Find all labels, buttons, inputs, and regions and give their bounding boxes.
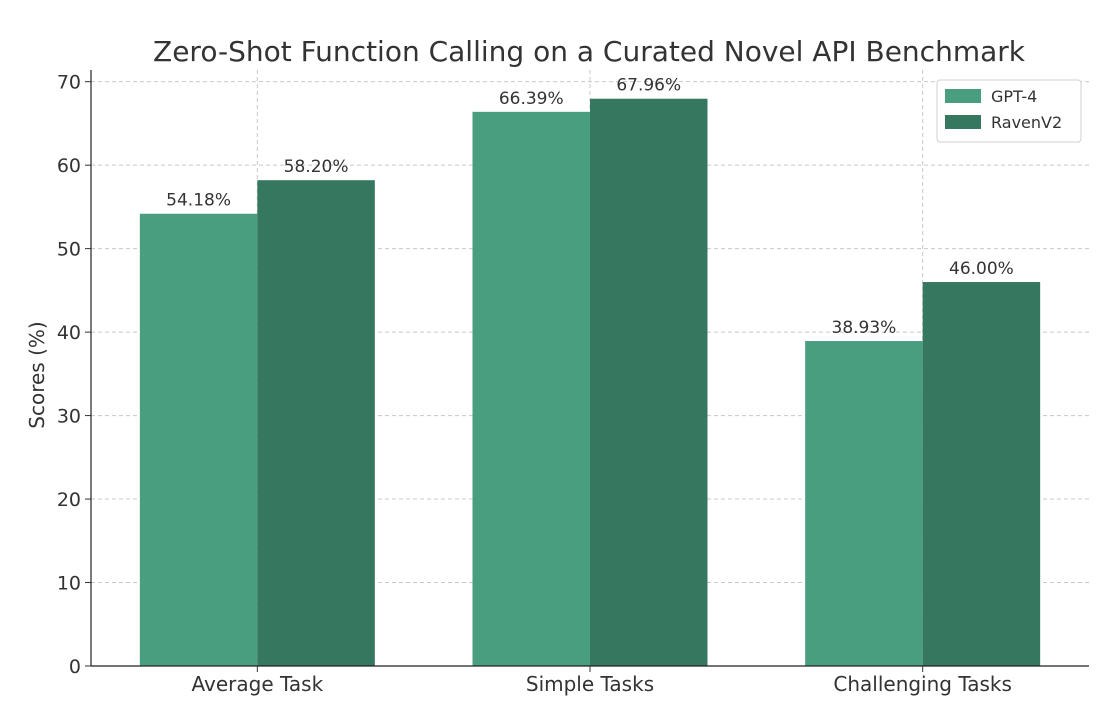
bar-gpt-4	[805, 341, 923, 666]
y-tick-label: 70	[57, 72, 81, 94]
y-tick-label: 0	[69, 656, 81, 678]
chart-title: Zero-Shot Function Calling on a Curated …	[153, 35, 1026, 68]
y-tick-label: 20	[57, 489, 81, 511]
bar-gpt-4	[139, 213, 258, 666]
axes: 0 10 20 30 40 50 60 70 Average Task Simple Tasks C…	[57, 70, 1089, 696]
y-axis-label: Scores (%)	[25, 321, 49, 428]
bar-ravenv2	[590, 98, 708, 666]
bars	[139, 98, 1041, 666]
x-tick-label: Challenging Tasks	[833, 672, 1012, 696]
legend-swatch	[945, 89, 981, 103]
y-tick-label: 10	[57, 573, 81, 595]
data-labels: 54.18% 58.20% 66.39% 67.96% 38.93% 46.00%	[166, 76, 1014, 338]
y-tick-label: 40	[57, 322, 81, 344]
bar-ravenv2	[922, 282, 1041, 666]
legend-swatch	[945, 115, 981, 129]
bar-value-label: 46.00%	[949, 259, 1014, 279]
bar-ravenv2	[257, 180, 375, 666]
y-tick-label: 30	[57, 406, 81, 428]
y-tick-label: 60	[57, 155, 81, 177]
x-tick-label: Average Task	[192, 672, 324, 696]
legend-label: RavenV2	[991, 113, 1062, 132]
bar-value-label: 67.96%	[616, 76, 681, 96]
bar-value-label: 58.20%	[284, 157, 349, 177]
bar-value-label: 54.18%	[166, 191, 231, 211]
x-tick-label: Simple Tasks	[526, 672, 654, 696]
y-tick-label: 50	[57, 239, 81, 261]
legend: GPT-4 RavenV2	[936, 79, 1082, 143]
bar-value-label: 66.39%	[499, 89, 564, 109]
legend-label: GPT-4	[991, 87, 1037, 106]
bar-value-label: 38.93%	[832, 318, 897, 338]
bar-gpt-4	[472, 111, 590, 666]
